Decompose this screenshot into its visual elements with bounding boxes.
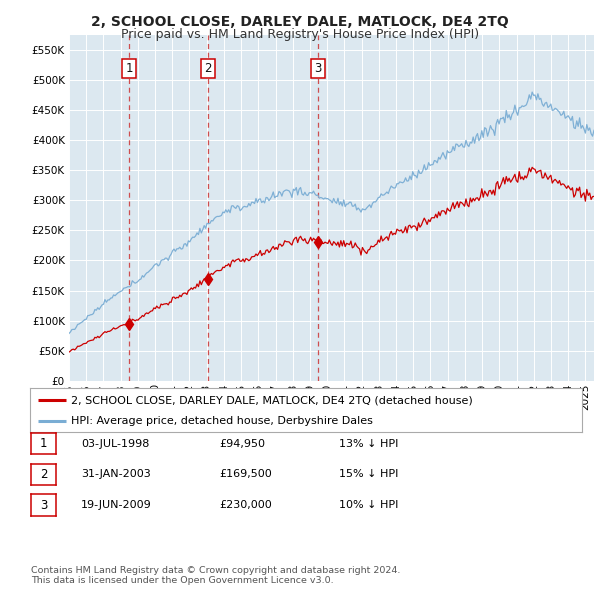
Text: 31-JAN-2003: 31-JAN-2003	[81, 470, 151, 479]
Text: 2, SCHOOL CLOSE, DARLEY DALE, MATLOCK, DE4 2TQ (detached house): 2, SCHOOL CLOSE, DARLEY DALE, MATLOCK, D…	[71, 395, 473, 405]
Text: £230,000: £230,000	[219, 500, 272, 510]
Text: Contains HM Land Registry data © Crown copyright and database right 2024.
This d: Contains HM Land Registry data © Crown c…	[31, 566, 401, 585]
Text: 10% ↓ HPI: 10% ↓ HPI	[339, 500, 398, 510]
Text: 13% ↓ HPI: 13% ↓ HPI	[339, 439, 398, 448]
Text: 1: 1	[125, 62, 133, 75]
Text: 15% ↓ HPI: 15% ↓ HPI	[339, 470, 398, 479]
Text: 3: 3	[314, 62, 322, 75]
Text: Price paid vs. HM Land Registry's House Price Index (HPI): Price paid vs. HM Land Registry's House …	[121, 28, 479, 41]
Text: HPI: Average price, detached house, Derbyshire Dales: HPI: Average price, detached house, Derb…	[71, 416, 373, 426]
Text: 19-JUN-2009: 19-JUN-2009	[81, 500, 152, 510]
Text: 03-JUL-1998: 03-JUL-1998	[81, 439, 149, 448]
Text: £169,500: £169,500	[219, 470, 272, 479]
Text: 2: 2	[205, 62, 212, 75]
Text: 3: 3	[40, 499, 47, 512]
Text: £94,950: £94,950	[219, 439, 265, 448]
Text: 2: 2	[40, 468, 47, 481]
Text: 1: 1	[40, 437, 47, 450]
Text: 2, SCHOOL CLOSE, DARLEY DALE, MATLOCK, DE4 2TQ: 2, SCHOOL CLOSE, DARLEY DALE, MATLOCK, D…	[91, 15, 509, 29]
